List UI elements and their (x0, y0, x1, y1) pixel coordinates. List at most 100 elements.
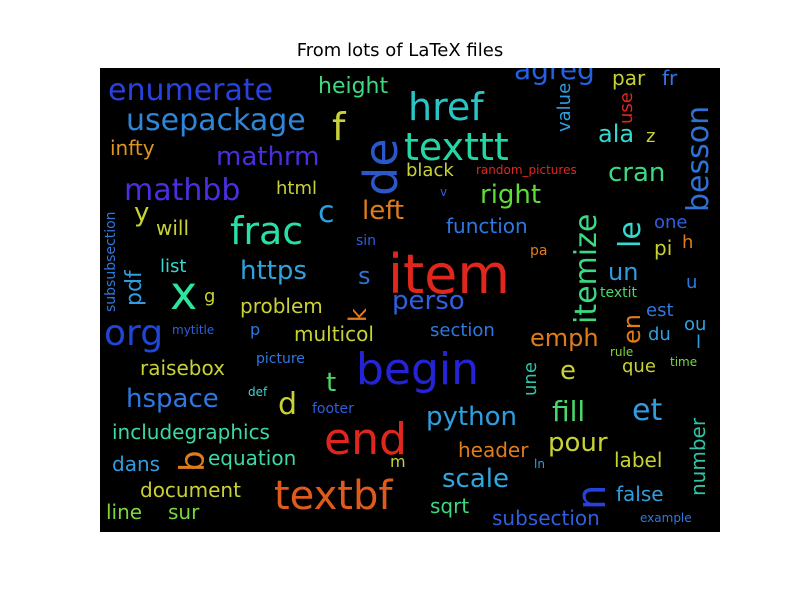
cloud-word: l (696, 332, 702, 353)
cloud-word: will (156, 216, 190, 240)
cloud-word: document (140, 478, 241, 502)
cloud-word: number (686, 417, 710, 496)
cloud-word: frac (230, 209, 304, 253)
cloud-word: pa (530, 243, 548, 259)
cloud-word: f (332, 105, 346, 149)
cloud-word: de (354, 138, 408, 197)
cloud-word: label (614, 448, 663, 472)
cloud-word: m (390, 452, 406, 471)
cloud-word: dans (112, 452, 161, 476)
cloud-word: infty (110, 136, 155, 160)
cloud-word: est (646, 300, 674, 321)
cloud-word: par (612, 68, 646, 90)
cloud-word: h (682, 232, 694, 253)
cloud-word: html (276, 178, 318, 199)
cloud-word: emph (530, 324, 599, 352)
cloud-word: value (554, 82, 575, 132)
cloud-word: pdf (122, 270, 147, 306)
cloud-word: right (480, 180, 542, 210)
cloud-word: example (640, 511, 692, 525)
cloud-word: v (440, 185, 448, 199)
cloud-word: k (344, 308, 372, 322)
cloud-word: list (160, 256, 187, 277)
cloud-word: texttt (404, 125, 509, 169)
cloud-word: href (408, 85, 484, 129)
cloud-word: usepackage (126, 103, 306, 138)
cloud-word: python (426, 402, 517, 432)
cloud-word: raisebox (140, 356, 225, 380)
cloud-word: multicol (294, 322, 374, 346)
cloud-word: p (250, 320, 261, 339)
cloud-word: sin (356, 233, 377, 249)
cloud-word: footer (312, 401, 354, 417)
cloud-word: subsubsection (103, 211, 119, 312)
word-cloud: item begin end textbf de href texttt fra… (100, 68, 720, 532)
cloud-word: en (618, 314, 646, 344)
cloud-word: z (646, 126, 656, 147)
cloud-word: d (278, 387, 298, 422)
cloud-word: random_pictures (476, 163, 577, 177)
cloud-word: enumerate (108, 73, 274, 108)
cloud-word: ou (684, 314, 707, 335)
cloud-word: pour (548, 428, 608, 458)
cloud-word: end (324, 414, 407, 465)
cloud-word: besson (681, 105, 716, 212)
cloud-word: une (520, 362, 541, 396)
cloud-word: scale (442, 464, 509, 494)
cloud-word: includegraphics (112, 420, 270, 444)
cloud-word: begin (356, 344, 480, 395)
cloud-word: fill (552, 395, 586, 428)
cloud-word: agreg (514, 68, 595, 86)
cloud-word: et (632, 393, 663, 428)
cloud-word: du (648, 324, 671, 345)
cloud-word: sur (168, 500, 200, 524)
cloud-word: sqrt (430, 494, 470, 518)
cloud-word: item (388, 243, 511, 306)
cloud-word: https (240, 256, 307, 286)
cloud-word: g (204, 286, 216, 307)
cloud-word: fr (662, 68, 678, 90)
cloud-word: y (134, 198, 150, 228)
cloud-word: time (670, 355, 698, 369)
cloud-word: pi (654, 236, 673, 260)
figure-title: From lots of LaTeX files (296, 40, 504, 61)
cloud-word: line (106, 500, 143, 524)
cloud-word: equation (208, 446, 297, 470)
cloud-word: c (318, 195, 335, 230)
cloud-word: textbf (274, 473, 393, 519)
cloud-word: picture (256, 351, 305, 367)
cloud-word: cran (608, 158, 666, 188)
cloud-word: x (170, 266, 198, 320)
cloud-word: mytitle (172, 323, 215, 337)
cloud-word: le (613, 221, 648, 248)
cloud-word: e (560, 356, 576, 386)
cloud-word: mathbb (124, 173, 241, 208)
cloud-word: problem (240, 294, 323, 318)
cloud-word: textit (600, 285, 638, 301)
cloud-word: org (104, 313, 164, 354)
cloud-word: rule (610, 345, 634, 359)
cloud-word: false (616, 482, 664, 506)
cloud-word: mathrm (216, 142, 320, 172)
cloud-word: one (654, 212, 688, 233)
cloud-word: header (458, 438, 529, 462)
cloud-word: black (406, 160, 454, 181)
cloud-word: subsection (492, 506, 600, 530)
cloud-word: t (326, 368, 337, 398)
cloud-word: section (430, 320, 495, 341)
cloud-word: height (318, 74, 389, 99)
cloud-word: perso (392, 286, 465, 316)
cloud-word: b (173, 450, 213, 472)
cloud-word: def (248, 385, 268, 399)
cloud-word: itemize (569, 213, 604, 324)
cloud-word: s (358, 262, 371, 290)
cloud-word: u (686, 272, 698, 293)
cloud-word: function (446, 214, 528, 238)
cloud-word: hspace (126, 384, 219, 414)
cloud-word: left (362, 196, 405, 226)
cloud-word: use (616, 92, 637, 124)
cloud-word: ala (598, 120, 635, 148)
cloud-word: ln (534, 457, 545, 471)
cloud-word: un (608, 258, 639, 286)
cloud-word: que (622, 356, 656, 377)
